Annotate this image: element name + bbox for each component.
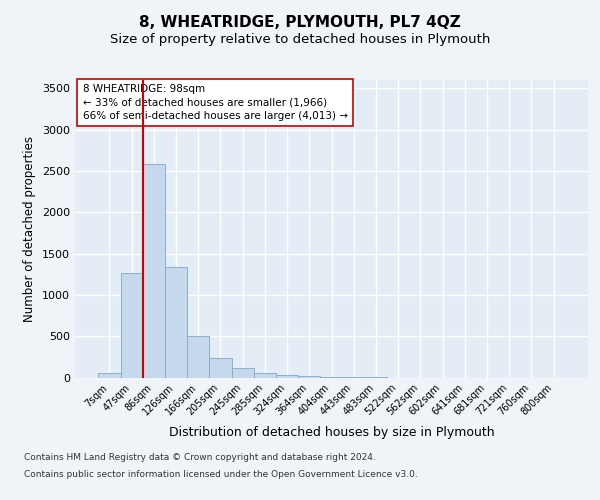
- Text: 8, WHEATRIDGE, PLYMOUTH, PL7 4QZ: 8, WHEATRIDGE, PLYMOUTH, PL7 4QZ: [139, 15, 461, 30]
- Bar: [298, 376, 320, 378]
- Text: Contains HM Land Registry data © Crown copyright and database right 2024.: Contains HM Land Registry data © Crown c…: [24, 452, 376, 462]
- Y-axis label: Number of detached properties: Number of detached properties: [23, 136, 37, 322]
- Bar: [121, 274, 143, 378]
- Text: Contains public sector information licensed under the Open Government Licence v3: Contains public sector information licen…: [24, 470, 418, 479]
- Bar: [320, 376, 343, 378]
- Bar: [276, 375, 298, 378]
- X-axis label: Distribution of detached houses by size in Plymouth: Distribution of detached houses by size …: [169, 426, 494, 438]
- Text: Size of property relative to detached houses in Plymouth: Size of property relative to detached ho…: [110, 32, 490, 46]
- Bar: [232, 368, 254, 378]
- Bar: [143, 164, 165, 378]
- Bar: [187, 336, 209, 378]
- Bar: [98, 373, 121, 378]
- Bar: [165, 267, 187, 378]
- Bar: [254, 373, 276, 378]
- Bar: [209, 358, 232, 378]
- Text: 8 WHEATRIDGE: 98sqm
← 33% of detached houses are smaller (1,966)
66% of semi-det: 8 WHEATRIDGE: 98sqm ← 33% of detached ho…: [83, 84, 347, 121]
